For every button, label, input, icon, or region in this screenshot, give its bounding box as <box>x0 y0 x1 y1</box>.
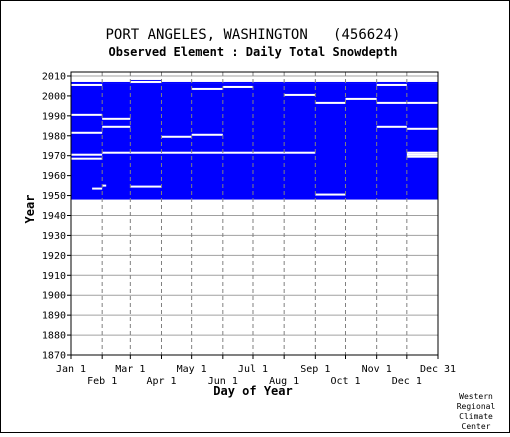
credit-line: Climate <box>459 412 493 421</box>
record-block <box>376 83 438 86</box>
record-block <box>71 81 131 84</box>
record-block <box>376 81 438 84</box>
chart-title: PORT ANGELES, WASHINGTON (456624) <box>105 27 400 43</box>
y-tick-label: 1940 <box>42 211 66 222</box>
x-tick-label: Jun 1 <box>208 376 238 387</box>
missing-gap <box>92 187 103 190</box>
missing-gap <box>406 155 438 158</box>
record-block <box>71 83 438 200</box>
y-tick-label: 1930 <box>42 231 66 242</box>
y-tick-label: 1980 <box>42 131 66 142</box>
x-tick-label: Jul 1 <box>238 364 268 375</box>
missing-gap <box>376 125 407 128</box>
credit-line: Regional <box>457 402 496 411</box>
y-tick-label: 2000 <box>42 91 66 102</box>
missing-gap <box>376 101 438 104</box>
missing-gap <box>376 83 407 86</box>
missing-gap <box>315 193 346 196</box>
x-tick-label: Oct 1 <box>330 376 360 387</box>
x-tick-label: Aug 1 <box>269 376 299 387</box>
missing-gap <box>102 184 107 187</box>
y-tick-label: 2010 <box>42 71 66 82</box>
missing-gap <box>71 153 103 156</box>
y-axis-title: Year <box>23 195 37 224</box>
x-tick-label: Nov 1 <box>362 364 392 375</box>
y-tick-label: 1950 <box>42 191 66 202</box>
y-tick-label: 1910 <box>42 271 66 282</box>
y-tick-label: 1890 <box>42 311 66 322</box>
x-tick-label: Apr 1 <box>146 376 176 387</box>
x-tick-label: Dec 31 <box>420 364 456 375</box>
missing-gap <box>406 153 438 156</box>
missing-gap <box>71 113 103 116</box>
missing-gap <box>71 83 103 86</box>
missing-gap <box>102 117 131 120</box>
missing-gap <box>71 157 103 160</box>
y-tick-label: 1900 <box>42 291 66 302</box>
missing-gap <box>315 101 346 104</box>
x-tick-label: May 1 <box>177 364 207 375</box>
missing-gap <box>161 135 192 138</box>
x-tick-label: Feb 1 <box>87 376 117 387</box>
credit-block: Western Regional Climate Center <box>457 392 496 431</box>
missing-gap <box>102 151 131 154</box>
x-tick-label: Mar 1 <box>115 364 145 375</box>
y-tick-label: 1880 <box>42 331 66 342</box>
missing-gap <box>191 133 223 136</box>
record-block <box>161 81 377 84</box>
y-tick-label: 1920 <box>42 251 66 262</box>
x-tick-label: Dec 1 <box>392 376 422 387</box>
x-tick-label: Sep 1 <box>300 364 330 375</box>
missing-gap <box>345 97 377 100</box>
x-axis-title: Day of Year <box>213 384 292 398</box>
missing-gap <box>284 93 316 96</box>
x-tick-label: Jan 1 <box>56 364 86 375</box>
plot-area: 1870 1880 1890 1900 1910 1920 1930 1940 1950 1960… <box>42 71 456 387</box>
missing-gap <box>222 85 253 88</box>
y-tick-label: 1870 <box>42 351 66 362</box>
y-tick-label: 1960 <box>42 171 66 182</box>
chart-subtitle: Observed Element : Daily Total Snowdepth <box>109 45 398 59</box>
missing-gap <box>191 87 223 90</box>
y-tick-label: 1970 <box>42 151 66 162</box>
missing-gap <box>102 125 131 128</box>
credit-line: Western <box>459 392 493 401</box>
y-tick-label: 1990 <box>42 111 66 122</box>
missing-gap <box>130 185 162 188</box>
plot-border <box>70 71 439 356</box>
missing-gap <box>406 127 438 130</box>
missing-gap <box>71 131 103 134</box>
missing-gap <box>406 151 438 154</box>
credit-line: Center <box>462 422 491 431</box>
missing-gap <box>130 80 162 83</box>
